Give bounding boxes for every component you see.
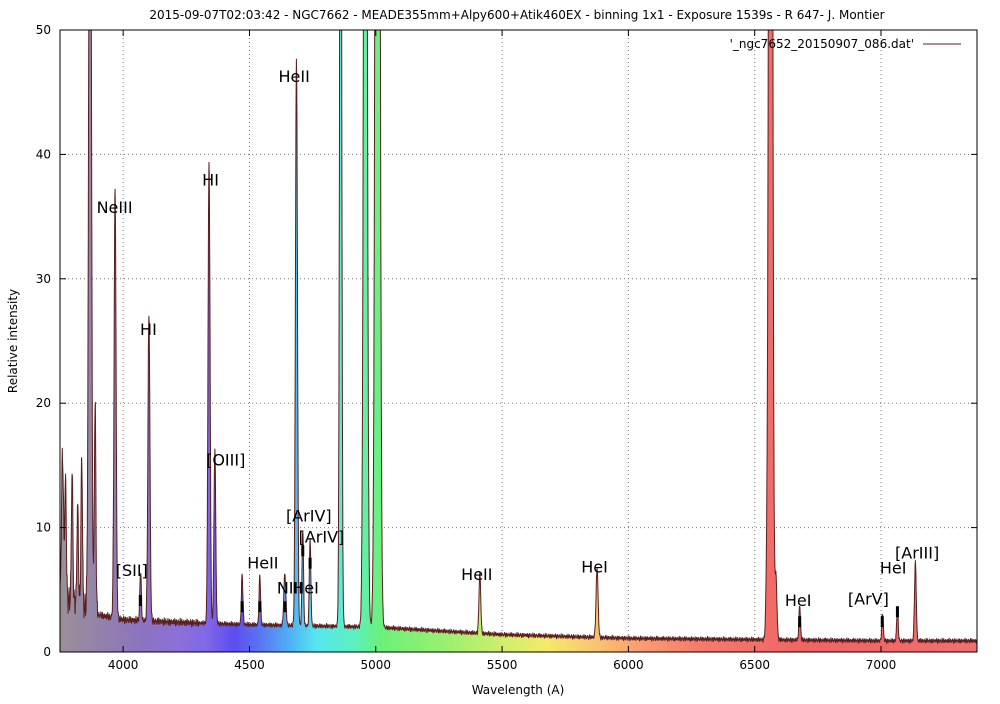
line-label: HI [202,171,219,190]
line-label: HeI [785,591,812,610]
x-tick-label: 6500 [739,658,770,672]
x-tick-label: 5500 [487,658,518,672]
line-label: NeIII [97,198,133,217]
legend-label: '_ngc7652_20150907_086.dat' [730,37,914,51]
line-marker [798,616,802,628]
line-label: [OIII] [206,450,245,469]
line-label: HeII [279,67,310,86]
line-marker [301,545,305,557]
spectrum-fill [60,30,977,652]
x-tick-label: 4000 [108,658,139,672]
y-tick-label: 30 [36,272,51,286]
y-tick-label: 50 [36,23,51,37]
line-label: HeI [292,579,319,598]
line-label: [SII] [116,561,148,580]
line-marker [880,616,884,628]
line-label: HeI [581,557,608,576]
x-tick-label: 4500 [234,658,265,672]
line-marker [308,557,312,569]
spectrum-line [60,30,977,644]
plot-frame [59,29,978,653]
x-tick-label: 7000 [866,658,897,672]
y-tick-label: 40 [36,147,51,161]
grid-lines [60,30,977,652]
line-label: NIII [277,579,303,598]
axis-ticks: 4000 4500 5000 5500 6000 6500 7000 0 10 20 30 40 50 [36,23,977,672]
y-axis-label: Relative intensity [6,289,20,393]
line-label: [ArIV] [299,528,345,547]
line-label: [ArIII] [895,544,939,563]
line-markers [138,545,899,628]
line-label: HeII [247,554,278,573]
y-tick-label: 10 [36,521,51,535]
chart-title: 2015-09-07T02:03:42 - NGC7662 - MEADE355… [149,8,884,22]
line-label: HeII [461,565,492,584]
line-marker [240,601,244,613]
y-tick-label: 0 [43,645,51,659]
legend: '_ngc7652_20150907_086.dat' [730,37,961,51]
line-label: HI [140,320,157,339]
line-annotations: NeIIIHIHIHeII[SII][OIII]HeIIHeINIII[ArIV… [97,67,940,610]
line-marker [895,606,899,618]
x-tick-label: 5000 [360,658,391,672]
line-marker [138,595,142,607]
x-tick-label: 6000 [613,658,644,672]
line-label: [ArIV] [286,506,332,525]
y-tick-label: 20 [36,396,51,410]
line-label: [ArV] [848,590,889,609]
line-marker [258,601,262,613]
line-label: HeI [880,559,907,578]
line-marker [283,601,287,613]
x-axis-label: Wavelength (A) [472,683,565,697]
